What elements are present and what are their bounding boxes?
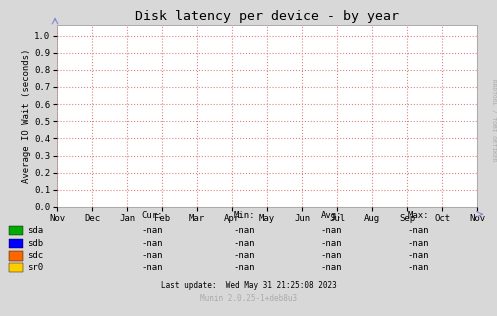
Text: -nan: -nan [142, 252, 163, 260]
Text: RRDTOOL / TOBI OETIKER: RRDTOOL / TOBI OETIKER [491, 79, 496, 161]
Text: -nan: -nan [234, 239, 255, 248]
Text: Cur:: Cur: [142, 211, 163, 220]
Text: -nan: -nan [321, 263, 342, 272]
Text: sdb: sdb [27, 239, 43, 248]
Text: sr0: sr0 [27, 263, 43, 272]
Text: -nan: -nan [408, 226, 429, 235]
Text: Max:: Max: [408, 211, 429, 220]
Text: -nan: -nan [321, 239, 342, 248]
Text: -nan: -nan [142, 239, 163, 248]
Text: -nan: -nan [142, 263, 163, 272]
Text: -nan: -nan [234, 252, 255, 260]
Text: Min:: Min: [234, 211, 255, 220]
Text: -nan: -nan [408, 263, 429, 272]
Text: -nan: -nan [234, 226, 255, 235]
Text: -nan: -nan [321, 252, 342, 260]
Text: sda: sda [27, 226, 43, 235]
Title: Disk latency per device - by year: Disk latency per device - by year [135, 10, 399, 23]
Text: -nan: -nan [234, 263, 255, 272]
Text: -nan: -nan [408, 239, 429, 248]
Y-axis label: Average IO Wait (seconds): Average IO Wait (seconds) [22, 49, 31, 183]
Text: Munin 2.0.25-1+deb8u3: Munin 2.0.25-1+deb8u3 [200, 294, 297, 303]
Text: -nan: -nan [321, 226, 342, 235]
Text: Avg:: Avg: [321, 211, 342, 220]
Text: sdc: sdc [27, 252, 43, 260]
Text: Last update:  Wed May 31 21:25:08 2023: Last update: Wed May 31 21:25:08 2023 [161, 281, 336, 289]
Text: -nan: -nan [142, 226, 163, 235]
Text: -nan: -nan [408, 252, 429, 260]
